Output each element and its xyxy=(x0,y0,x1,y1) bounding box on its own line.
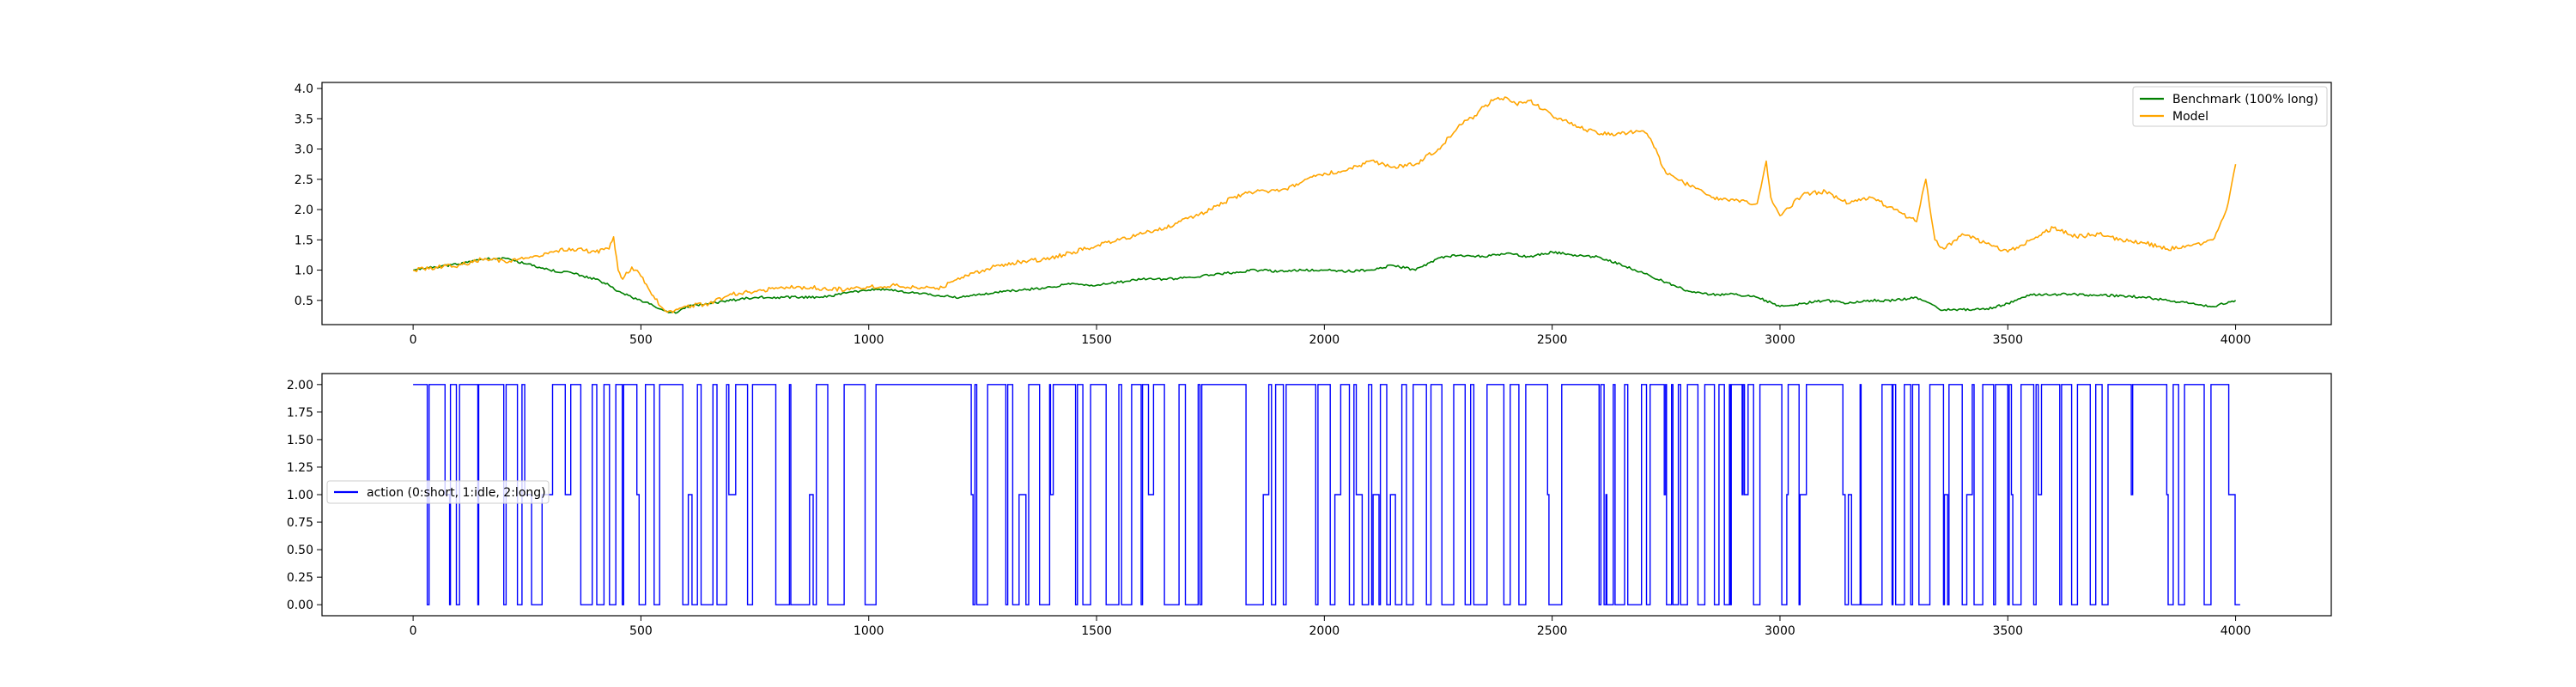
top-plot: 0 500 1000 1500 2000 2500 3000 3500 4000 0.5 1.0 1… xyxy=(295,82,2332,347)
bottom-ytick-label: 1.50 xyxy=(287,434,313,447)
bottom-ytick-label: 0.75 xyxy=(287,516,313,530)
top-xtick-label: 4000 xyxy=(2221,333,2251,347)
top-ytick-label: 2.5 xyxy=(295,173,313,187)
series-line-model xyxy=(412,96,2237,313)
bottom-xtick-label: 4000 xyxy=(2221,624,2251,638)
bottom-ytick-label: 0.00 xyxy=(287,599,313,612)
top-ytick-label: 1.5 xyxy=(295,234,313,247)
top-ytick-label: 4.0 xyxy=(295,82,313,96)
top-ytick-label: 0.5 xyxy=(295,295,313,308)
legend-label-benchmark: Benchmark (100% long) xyxy=(2172,93,2318,106)
top-y-axis: 0.5 1.0 1.5 2.0 2.5 3.0 3.5 4.0 xyxy=(295,82,322,308)
legend-label-model: Model xyxy=(2172,110,2208,124)
bottom-ytick-label: 2.00 xyxy=(287,379,313,392)
bottom-series-layer xyxy=(413,384,2240,605)
top-legend: Benchmark (100% long) Model xyxy=(2132,86,2328,127)
bottom-xtick-label: 3000 xyxy=(1765,624,1795,638)
top-xtick-label: 1000 xyxy=(854,333,884,347)
bottom-xtick-label: 1000 xyxy=(854,624,884,638)
top-ytick-label: 1.0 xyxy=(295,264,313,278)
bottom-ytick-label: 0.25 xyxy=(287,571,313,585)
bottom-xtick-label: 0 xyxy=(410,624,417,638)
bottom-xtick-label: 1500 xyxy=(1081,624,1112,638)
bottom-xtick-label: 2000 xyxy=(1309,624,1340,638)
bottom-ytick-label: 1.75 xyxy=(287,406,313,420)
top-ytick-label: 2.0 xyxy=(295,204,313,217)
bottom-legend-box xyxy=(326,480,550,504)
bottom-ytick-label: 1.25 xyxy=(287,461,313,475)
top-xtick-label: 2500 xyxy=(1537,333,1568,347)
bottom-ytick-label: 0.50 xyxy=(287,544,313,557)
top-series-layer xyxy=(412,96,2237,314)
top-xtick-label: 3000 xyxy=(1765,333,1795,347)
legend-label-action: action (0:short, 1:idle, 2:long) xyxy=(367,486,546,500)
top-ytick-label: 3.0 xyxy=(295,143,313,157)
bottom-xtick-label: 2500 xyxy=(1537,624,1568,638)
series-line-action xyxy=(413,384,2240,605)
bottom-y-axis: 0.00 0.25 0.50 0.75 1.00 1.25 1.50 1.75 2.00 xyxy=(287,379,322,612)
bottom-ytick-label: 1.00 xyxy=(287,489,313,502)
top-xtick-label: 1500 xyxy=(1081,333,1112,347)
bottom-plot: 0 500 1000 1500 2000 2500 3000 3500 4000 0.00 0.2… xyxy=(287,373,2332,638)
bottom-x-axis: 0 500 1000 1500 2000 2500 3000 3500 4000 xyxy=(410,616,2251,638)
top-xtick-label: 0 xyxy=(410,333,417,347)
series-line-benchmark xyxy=(412,251,2237,314)
top-xtick-label: 500 xyxy=(629,333,653,347)
top-legend-box xyxy=(2132,86,2328,127)
top-xtick-label: 2000 xyxy=(1309,333,1340,347)
top-xtick-label: 3500 xyxy=(1992,333,2023,347)
bottom-legend: action (0:short, 1:idle, 2:long) xyxy=(326,480,550,504)
top-axes-frame xyxy=(321,82,2332,325)
top-x-axis: 0 500 1000 1500 2000 2500 3000 3500 4000 xyxy=(410,325,2251,347)
bottom-xtick-label: 500 xyxy=(629,624,653,638)
bottom-xtick-label: 3500 xyxy=(1992,624,2023,638)
top-ytick-label: 3.5 xyxy=(295,112,313,126)
